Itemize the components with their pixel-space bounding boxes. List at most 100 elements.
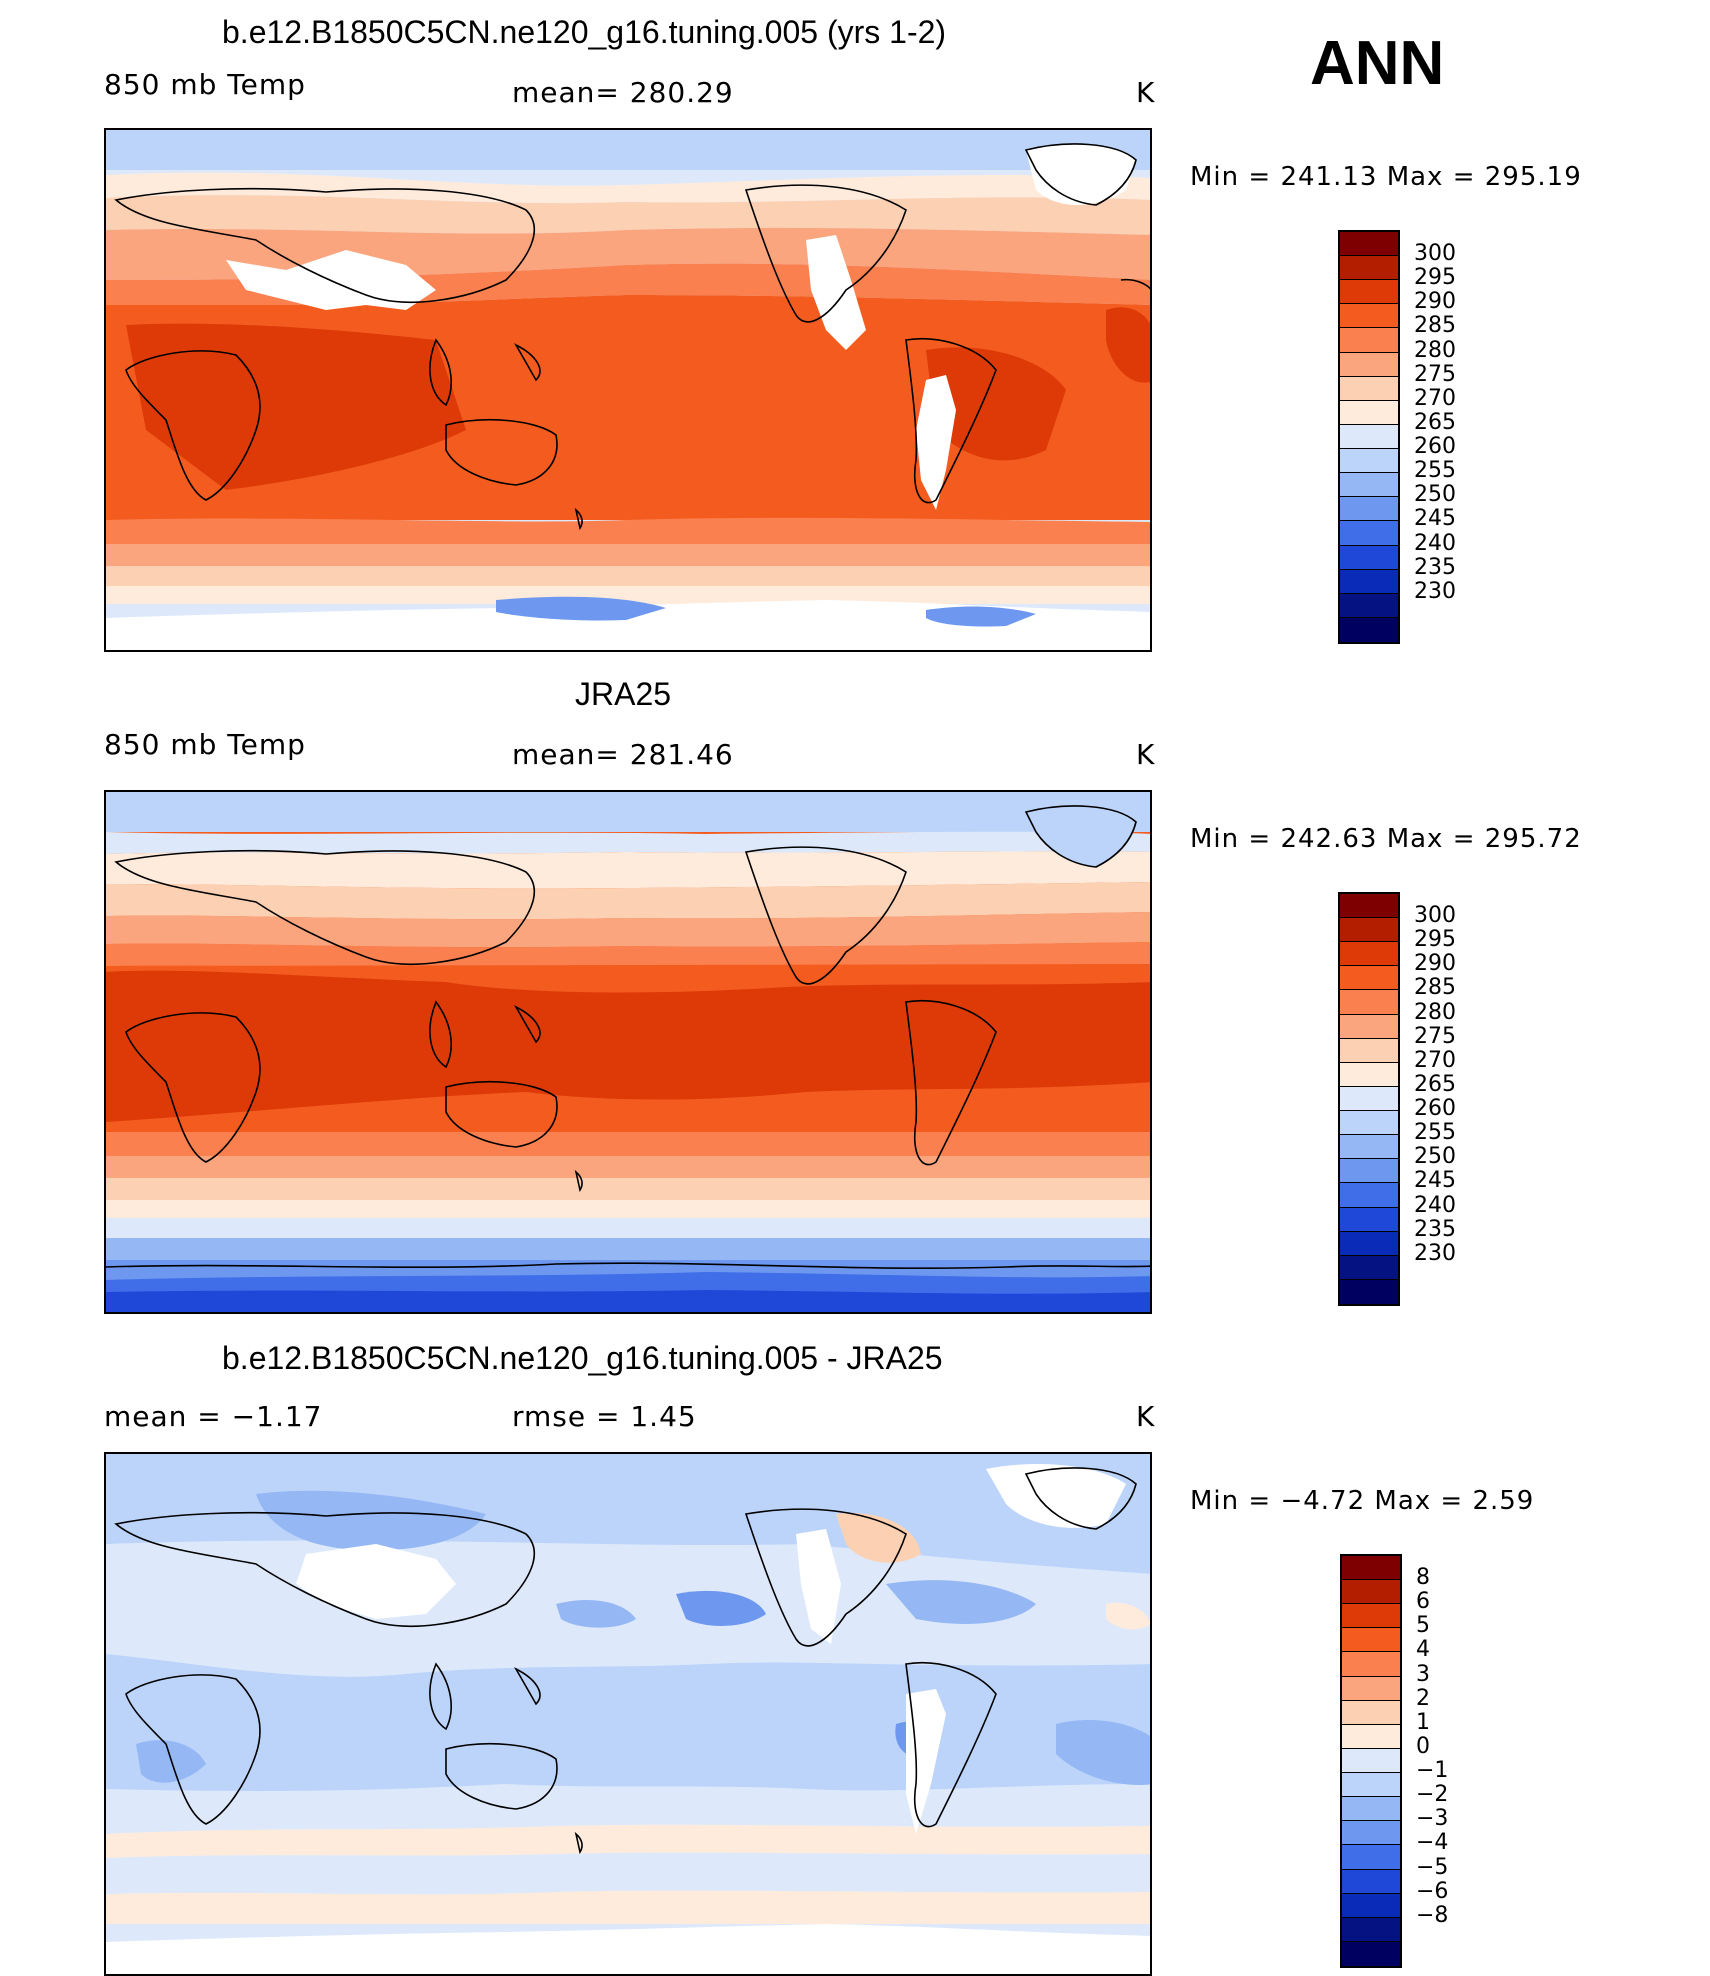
panel-2-units-label: K (1136, 738, 1156, 771)
colorbar-tick-label: 275 (1414, 361, 1456, 387)
colorbar-tick-label: 6 (1416, 1589, 1430, 1615)
colorbar-swatch (1340, 942, 1398, 967)
colorbar-swatch (1342, 1797, 1400, 1822)
colorbar-tick-label: 3 (1416, 1661, 1430, 1687)
colorbar-tick-label: 260 (1414, 1096, 1456, 1122)
colorbar-swatch (1340, 1231, 1398, 1256)
colorbar-swatch (1340, 545, 1398, 570)
colorbar-swatch (1342, 1676, 1400, 1701)
colorbar-swatch (1342, 1893, 1400, 1918)
colorbar-swatch (1340, 449, 1398, 474)
colorbar-tick-label: 0 (1416, 1733, 1430, 1759)
colorbar-tick-label: 245 (1414, 506, 1456, 532)
colorbar-swatch (1342, 1845, 1400, 1870)
colorbar-tick-label: −3 (1416, 1806, 1449, 1832)
panel-3-title: b.e12.B1850C5CN.ne120_g16.tuning.005 - J… (222, 1340, 943, 1376)
panel-3-colorbar (1340, 1554, 1402, 1968)
colorbar-swatch (1342, 1869, 1400, 1894)
colorbar-swatch (1342, 1917, 1400, 1942)
colorbar-tick-label: 5 (1416, 1613, 1430, 1639)
colorbar-swatch (1342, 1773, 1400, 1798)
colorbar-tick-label: 270 (1414, 1047, 1456, 1073)
colorbar-swatch (1340, 497, 1398, 522)
colorbar-tick-label: 285 (1414, 313, 1456, 339)
colorbar-swatch (1342, 1748, 1400, 1774)
colorbar-tick-label: 4 (1416, 1637, 1430, 1663)
colorbar-swatch (1340, 280, 1398, 305)
colorbar-tick-label: 300 (1414, 903, 1456, 929)
panel-2-mean-label: mean= 281.46 (512, 738, 734, 771)
colorbar-tick-label: 2 (1416, 1685, 1430, 1711)
colorbar-swatch (1340, 1279, 1398, 1304)
colorbar-tick-label: 255 (1414, 1120, 1456, 1146)
colorbar-swatch (1342, 1652, 1400, 1677)
panel-2-minmax: Min = 242.63 Max = 295.72 (1190, 824, 1582, 854)
panel-3-rmse-label: rmse = 1.45 (512, 1400, 697, 1433)
colorbar-swatch (1340, 1086, 1398, 1112)
colorbar-swatch (1340, 1255, 1398, 1280)
colorbar-swatch (1342, 1821, 1400, 1846)
colorbar-tick-label: 8 (1416, 1565, 1430, 1591)
colorbar-swatch (1340, 1038, 1398, 1063)
colorbar-tick-label: 265 (1414, 409, 1456, 435)
colorbar-swatch (1342, 1604, 1400, 1629)
panel-3-mean-label: mean = −1.17 (104, 1400, 323, 1433)
colorbar-tick-label: 290 (1414, 289, 1456, 315)
colorbar-swatch (1340, 1062, 1398, 1087)
panel-3-units-label: K (1136, 1400, 1156, 1433)
colorbar-swatch (1340, 894, 1398, 919)
colorbar-tick-label: 300 (1414, 241, 1456, 267)
colorbar-swatch (1340, 1183, 1398, 1208)
colorbar-swatch (1340, 593, 1398, 618)
colorbar-swatch (1340, 617, 1398, 642)
colorbar-tick-label: 270 (1414, 385, 1456, 411)
colorbar-swatch (1340, 473, 1398, 498)
colorbar-tick-label: 240 (1414, 530, 1456, 556)
panel-2-title: JRA25 (575, 676, 672, 712)
colorbar-swatch (1340, 1111, 1398, 1136)
panel-2-map (104, 790, 1152, 1314)
colorbar-tick-label: 1 (1416, 1709, 1430, 1735)
colorbar-tick-label: 280 (1414, 999, 1456, 1025)
colorbar-tick-label: 290 (1414, 951, 1456, 977)
colorbar-swatch (1342, 1628, 1400, 1653)
colorbar-tick-label: 275 (1414, 1023, 1456, 1049)
colorbar-swatch (1340, 966, 1398, 991)
colorbar-swatch (1340, 1207, 1398, 1232)
colorbar-tick-label: −8 (1416, 1902, 1449, 1928)
colorbar-tick-label: −2 (1416, 1782, 1449, 1808)
colorbar-tick-label: 245 (1414, 1168, 1456, 1194)
colorbar-tick-label: 295 (1414, 265, 1456, 291)
colorbar-swatch (1340, 1159, 1398, 1184)
colorbar-tick-label: 250 (1414, 482, 1456, 508)
panel-2-colorbar (1338, 892, 1400, 1306)
panel-1-title: b.e12.B1850C5CN.ne120_g16.tuning.005 (yr… (222, 14, 947, 50)
panel-1-variable-label: 850 mb Temp (104, 68, 306, 101)
colorbar-swatch (1340, 424, 1398, 450)
colorbar-tick-label: 260 (1414, 434, 1456, 460)
colorbar-swatch (1340, 400, 1398, 425)
colorbar-tick-label: 230 (1414, 1240, 1456, 1266)
colorbar-tick-label: −4 (1416, 1830, 1449, 1856)
colorbar-tick-label: 255 (1414, 458, 1456, 484)
colorbar-swatch (1340, 376, 1398, 401)
panel-3-minmax: Min = −4.72 Max = 2.59 (1190, 1486, 1535, 1516)
season-label: ANN (1310, 29, 1445, 98)
panel-1-colorbar (1338, 230, 1400, 644)
colorbar-swatch (1340, 1135, 1398, 1160)
colorbar-swatch (1340, 918, 1398, 943)
colorbar-tick-label: 230 (1414, 578, 1456, 604)
colorbar-tick-label: 295 (1414, 927, 1456, 953)
colorbar-swatch (1342, 1724, 1400, 1749)
colorbar-swatch (1340, 352, 1398, 377)
colorbar-swatch (1340, 304, 1398, 329)
colorbar-swatch (1342, 1700, 1400, 1725)
colorbar-tick-label: 235 (1414, 554, 1456, 580)
panel-1-map (104, 128, 1152, 652)
colorbar-tick-label: 240 (1414, 1192, 1456, 1218)
panel-1-minmax: Min = 241.13 Max = 295.19 (1190, 162, 1582, 192)
colorbar-tick-label: 280 (1414, 337, 1456, 363)
colorbar-swatch (1342, 1556, 1400, 1581)
colorbar-tick-label: −6 (1416, 1878, 1449, 1904)
colorbar-tick-label: 285 (1414, 975, 1456, 1001)
